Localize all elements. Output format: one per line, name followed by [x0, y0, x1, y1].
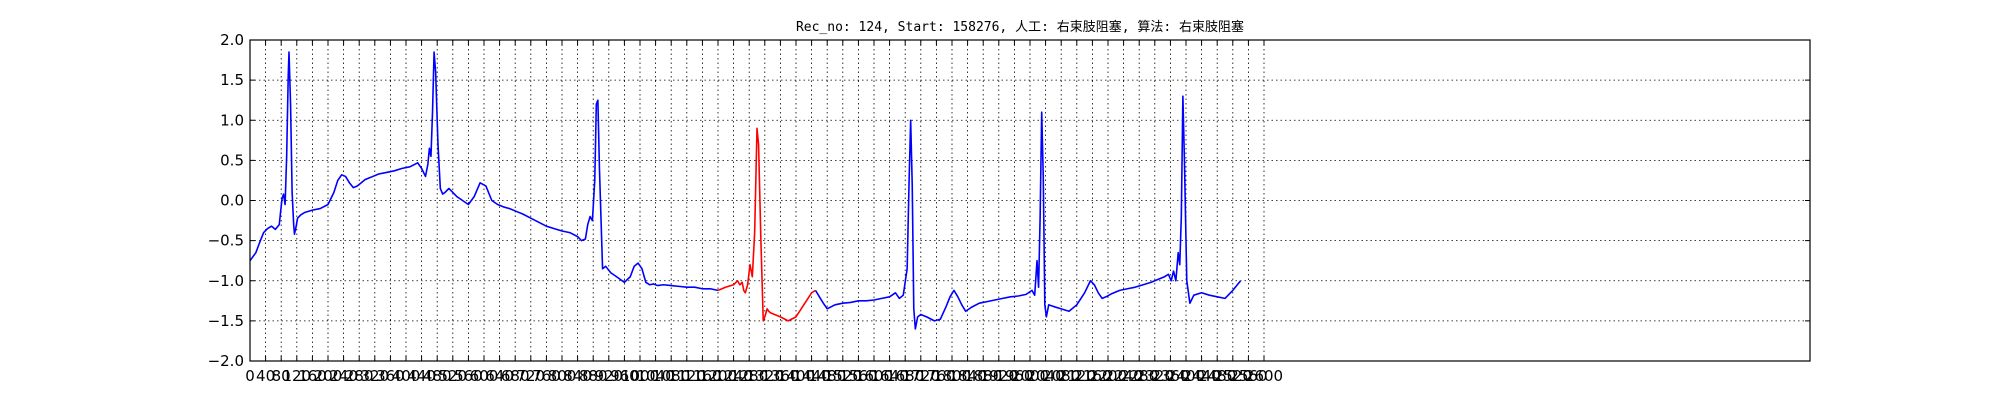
- series-layer: [249, 51, 1242, 330]
- x-tick-label: 960: [610, 367, 639, 385]
- x-tick-label: 2160: [1073, 367, 1111, 385]
- x-tick-label: 560: [454, 367, 483, 385]
- x-tick-label: 2000: [1011, 367, 1049, 385]
- x-tick-label: 1040: [637, 367, 675, 385]
- y-tick-label: 0.0: [220, 192, 244, 210]
- y-tick-label: −0.5: [208, 232, 244, 250]
- x-tick-label: 280: [345, 367, 374, 385]
- x-tick-label: 440: [407, 367, 436, 385]
- grid-lines: [250, 40, 1810, 361]
- ecg-series-line-1: [249, 51, 719, 292]
- y-axis-ticks: 2.0 1.5 1.0 0.5 0.0 −0.5 −1.0 −1.5 −2.0: [208, 31, 1810, 370]
- x-tick-label: 2040: [1027, 367, 1065, 385]
- x-tick-label: 2560: [1229, 367, 1267, 385]
- x-tick-label: 1800: [933, 367, 971, 385]
- x-tick-label: 320: [360, 367, 389, 385]
- x-tick-label: 840: [563, 367, 592, 385]
- x-tick-label: 720: [516, 367, 545, 385]
- x-tick-label: 2080: [1042, 367, 1080, 385]
- ecg-series-line-2: [717, 127, 816, 322]
- x-tick-label: 2320: [1136, 367, 1174, 385]
- x-tick-label: 120: [282, 367, 311, 385]
- x-tick-label: 600: [470, 367, 499, 385]
- y-tick-label: 1.5: [220, 71, 244, 89]
- y-tick-label: 0.5: [220, 151, 244, 169]
- x-tick-label: 480: [423, 367, 452, 385]
- x-tick-label: 1320: [746, 367, 784, 385]
- chart-title: Rec_no: 124, Start: 158276, 人工: 右束肢阻塞, 算…: [796, 19, 1244, 35]
- x-tick-label: 80: [272, 367, 291, 385]
- x-tick-label: 2400: [1167, 367, 1205, 385]
- x-tick-label: 240: [329, 367, 358, 385]
- x-tick-label: 1200: [699, 367, 737, 385]
- x-tick-label: 1000: [621, 367, 659, 385]
- x-tick-label: 0: [245, 367, 255, 385]
- x-tick-label: 2120: [1058, 367, 1096, 385]
- y-tick-label: −1.5: [208, 312, 244, 330]
- x-tick-label: 920: [594, 367, 623, 385]
- x-tick-label: 880: [579, 367, 608, 385]
- y-tick-label: 1.0: [220, 111, 244, 129]
- x-tick-label: 1360: [761, 367, 799, 385]
- x-tick-label: 1960: [995, 367, 1033, 385]
- x-tick-label: 800: [548, 367, 577, 385]
- x-tick-label: 1840: [949, 367, 987, 385]
- x-tick-label: 400: [392, 367, 421, 385]
- x-tick-label: 160: [298, 367, 327, 385]
- x-tick-label: 2480: [1198, 367, 1236, 385]
- x-tick-label: 2280: [1120, 367, 1158, 385]
- x-tick-label: 1680: [886, 367, 924, 385]
- x-tick-label: 1280: [730, 367, 768, 385]
- x-tick-label: 2240: [1105, 367, 1143, 385]
- x-tick-label: 1520: [824, 367, 862, 385]
- x-tick-label: 200: [314, 367, 343, 385]
- x-tick-label: 360: [376, 367, 405, 385]
- y-tick-label: 2.0: [220, 31, 244, 49]
- x-tick-label: 2520: [1214, 367, 1252, 385]
- x-tick-label: 680: [501, 367, 530, 385]
- x-tick-label: 2200: [1089, 367, 1127, 385]
- x-tick-label: 2440: [1183, 367, 1221, 385]
- x-tick-label: 1760: [917, 367, 955, 385]
- y-tick-label: −1.0: [208, 272, 244, 290]
- x-tick-label: 1880: [964, 367, 1002, 385]
- x-tick-label: 1160: [683, 367, 721, 385]
- x-tick-label: 1920: [980, 367, 1018, 385]
- x-tick-label: 1640: [871, 367, 909, 385]
- x-tick-label: 2600: [1245, 367, 1283, 385]
- x-tick-label: 1400: [777, 367, 815, 385]
- x-tick-label: 1560: [839, 367, 877, 385]
- x-tick-label: 1720: [902, 367, 940, 385]
- x-tick-label: 1600: [855, 367, 893, 385]
- x-tick-label: 520: [438, 367, 467, 385]
- x-tick-label: 2360: [1151, 367, 1189, 385]
- x-tick-label: 640: [485, 367, 514, 385]
- x-axis-ticks: 0 408012016020024028032036040044048052056…: [245, 40, 1283, 385]
- y-tick-label: −2.0: [208, 352, 244, 370]
- x-tick-label: 1480: [808, 367, 846, 385]
- x-tick-label: 1120: [668, 367, 706, 385]
- x-tick-label: 1440: [793, 367, 831, 385]
- x-tick-label: 40: [256, 367, 275, 385]
- x-tick-label: 760: [532, 367, 561, 385]
- ecg-series-line-3: [814, 95, 1242, 330]
- x-tick-label: 1080: [652, 367, 690, 385]
- x-tick-label: 1240: [715, 367, 753, 385]
